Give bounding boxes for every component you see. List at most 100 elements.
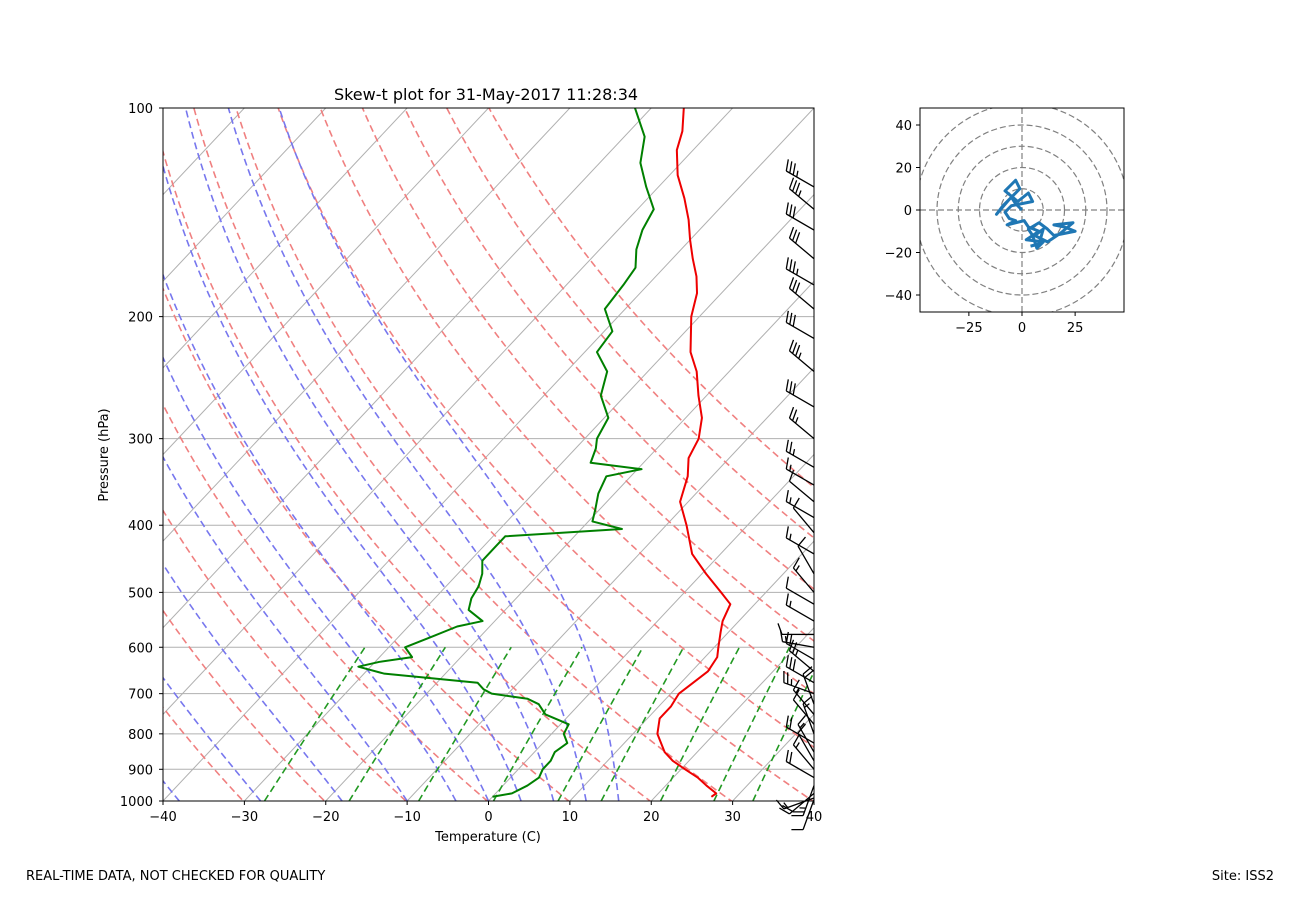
x-tick-label: −30 bbox=[231, 810, 258, 825]
moist-adiabat bbox=[227, 108, 587, 801]
wind-barb bbox=[791, 785, 815, 817]
wind-barb bbox=[792, 734, 815, 770]
dry-adiabat bbox=[277, 108, 814, 749]
y-tick-label: 300 bbox=[128, 433, 153, 448]
isotherm-line bbox=[163, 108, 734, 716]
x-tick-label: −40 bbox=[149, 810, 176, 825]
site-label: Site: ISS2 bbox=[1211, 869, 1274, 884]
dry-adiabat bbox=[163, 508, 408, 801]
isotherm-line bbox=[163, 108, 814, 801]
mixing-ratio-line bbox=[752, 670, 814, 801]
wind-barb bbox=[785, 749, 815, 779]
isotherm-line bbox=[163, 108, 571, 542]
y-tick-label: 500 bbox=[128, 586, 153, 601]
hodograph-x-tick-label: 0 bbox=[1018, 321, 1026, 336]
isotherm-line bbox=[325, 280, 814, 801]
x-tick-label: −10 bbox=[393, 810, 420, 825]
hodograph-trace bbox=[995, 178, 1077, 250]
wind-barb bbox=[788, 469, 815, 503]
hodograph-x-tick-label: 25 bbox=[1067, 321, 1084, 336]
y-tick-label: 100 bbox=[128, 102, 153, 117]
wind-barb bbox=[785, 257, 815, 286]
moist-adiabat bbox=[163, 455, 408, 801]
isotherm-line bbox=[406, 367, 814, 801]
dry-adiabat bbox=[163, 402, 489, 801]
moist-adiabat bbox=[163, 355, 457, 801]
mixing-ratio-line bbox=[659, 646, 741, 801]
isotherm-line bbox=[487, 453, 814, 801]
wind-barb bbox=[792, 689, 815, 725]
isotherm-line bbox=[882, 76, 1300, 815]
moist-adiabat bbox=[163, 272, 490, 801]
hodograph-y-tick-label: 20 bbox=[895, 162, 912, 177]
wind-barbs bbox=[775, 159, 815, 831]
wind-barb bbox=[788, 226, 815, 260]
dry-adiabat bbox=[488, 108, 814, 489]
wind-barb bbox=[802, 695, 815, 735]
y-tick-label: 1000 bbox=[120, 795, 153, 810]
mixing-ratio-line bbox=[417, 646, 512, 801]
y-axis-label: Pressure (hPa) bbox=[97, 408, 112, 501]
x-tick-label: −20 bbox=[312, 810, 339, 825]
wind-barb bbox=[788, 639, 815, 672]
dry-adiabat bbox=[403, 108, 814, 591]
dry-adiabat bbox=[163, 286, 570, 801]
y-tick-label: 400 bbox=[128, 519, 153, 534]
wind-barb bbox=[785, 379, 815, 408]
skewt-title: Skew-t plot for 31-May-2017 11:28:34 bbox=[334, 85, 638, 104]
moist-adiabat bbox=[278, 108, 620, 801]
wind-barb bbox=[785, 576, 815, 605]
dry-adiabat bbox=[163, 609, 326, 801]
y-tick-label: 800 bbox=[128, 728, 153, 743]
isotherm-line bbox=[963, 76, 1300, 815]
quality-disclaimer: REAL-TIME DATA, NOT CHECKED FOR QUALITY bbox=[26, 869, 326, 884]
wind-barb bbox=[777, 623, 815, 636]
skewt-plot-area bbox=[0, 76, 1300, 815]
mixing-ratio-line bbox=[557, 646, 644, 801]
x-axis-label: Temperature (C) bbox=[434, 830, 541, 845]
wind-barb bbox=[785, 526, 815, 555]
isotherm-line bbox=[0, 76, 111, 815]
x-tick-label: 40 bbox=[806, 810, 823, 825]
moist-adiabat bbox=[163, 163, 522, 801]
wind-barb bbox=[788, 339, 815, 372]
isotherm-line bbox=[163, 108, 490, 456]
wind-barb bbox=[785, 439, 815, 468]
wind-barb bbox=[797, 536, 815, 575]
wind-barb bbox=[791, 799, 815, 831]
wind-barb bbox=[788, 406, 815, 440]
wind-barb bbox=[785, 631, 815, 661]
isotherm-line bbox=[163, 108, 408, 369]
hodograph-y-tick-label: −20 bbox=[885, 247, 912, 262]
isotherm-line bbox=[243, 193, 814, 801]
skewt-axes: −40 −30 −20 −10 0 10 20 30 40 100 200 300 400 500 600 7… bbox=[120, 102, 822, 825]
hodograph-axes: −25 0 25 −40 −20 0 20 40 bbox=[885, 119, 1084, 336]
wind-barb bbox=[785, 159, 815, 188]
hodograph-ring bbox=[936, 124, 1108, 296]
x-tick-label: 20 bbox=[643, 810, 660, 825]
wind-barb bbox=[785, 489, 815, 519]
wind-barb bbox=[788, 177, 815, 210]
temperature-profile bbox=[656, 108, 732, 798]
skewt-profiles bbox=[357, 108, 732, 798]
isotherm-line bbox=[813, 800, 814, 801]
y-tick-label: 900 bbox=[128, 763, 153, 778]
hodograph-x-tick-label: −25 bbox=[955, 321, 982, 336]
isotherm-line bbox=[163, 108, 327, 282]
dry-adiabat bbox=[319, 108, 814, 695]
x-tick-label: 10 bbox=[562, 810, 579, 825]
mixing-ratio-line bbox=[348, 646, 447, 801]
wind-barb bbox=[792, 557, 815, 593]
x-tick-label: 0 bbox=[484, 810, 492, 825]
y-tick-label: 200 bbox=[128, 311, 153, 326]
wind-barb bbox=[785, 457, 815, 486]
moist-adiabat bbox=[163, 562, 343, 801]
hodograph-y-tick-label: −40 bbox=[885, 289, 912, 304]
wind-barb bbox=[785, 715, 815, 744]
mixing-ratio-line bbox=[713, 646, 791, 801]
mixing-ratio-line bbox=[492, 646, 583, 801]
x-tick-label: 30 bbox=[724, 810, 741, 825]
moist-adiabat bbox=[184, 108, 555, 801]
mixing-ratio-line bbox=[263, 646, 366, 801]
